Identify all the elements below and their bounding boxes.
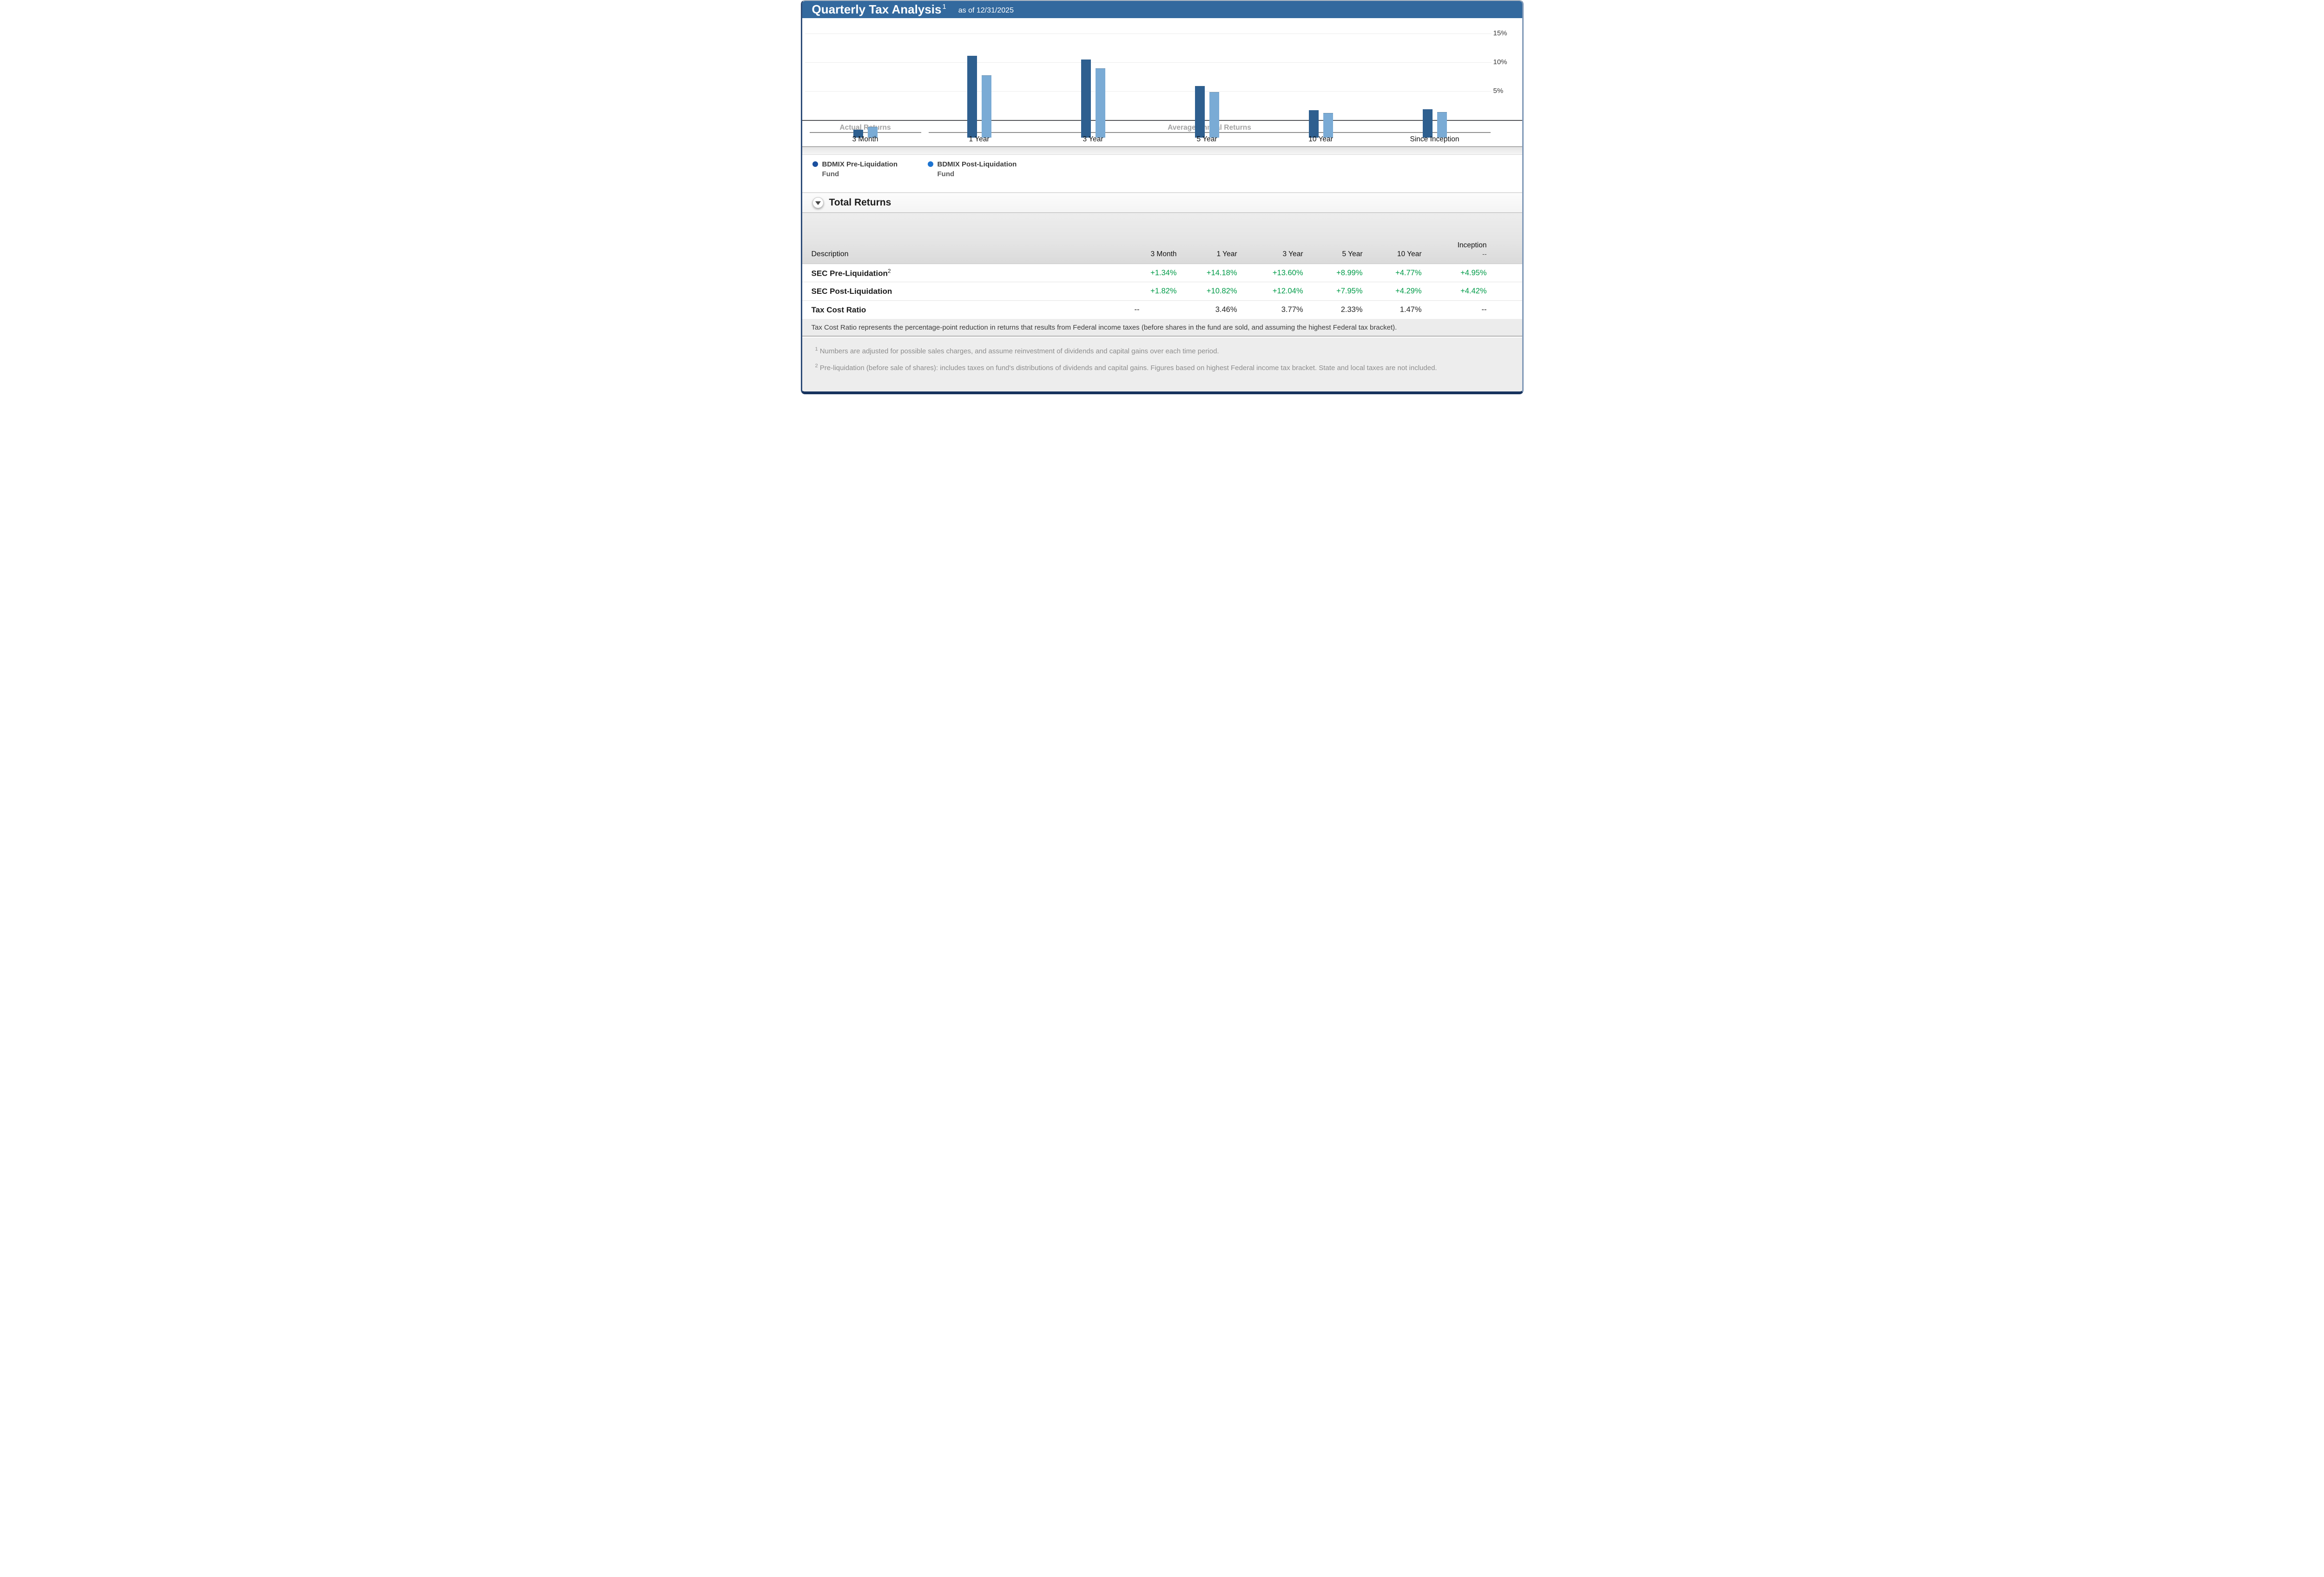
bar-10-year-pre-liquidation [1308,110,1319,138]
cell-value: -- [1481,305,1487,314]
legend-swatch-post-liquidation [927,161,933,167]
legend-swatch-pre-liquidation [812,161,818,167]
axis-section-label-actual-returns: Actual Returns [839,124,891,132]
tax-cost-ratio-note: Tax Cost Ratio represents the percentage… [802,319,1522,337]
chart-x-axis-line [802,120,1522,121]
row-label: SEC Post-Liquidation [811,286,892,296]
cell-value: +4.77% [1395,268,1422,277]
section-divider [802,192,1522,193]
collapse-section-button[interactable] [812,197,824,208]
bar-3-month-pre-liquidation [853,130,863,138]
cell-value: 2.33% [1340,305,1363,314]
table-row-sec-pre-liquidation: SEC Pre-Liquidation2 +1.34% +14.18% +13.60%… [802,264,1522,282]
cell-value: +8.99% [1336,268,1363,277]
column-header-3-month: 3 Month [1150,250,1177,258]
column-header-inception: Inception -- [1457,241,1487,258]
cell-value: 3.77% [1281,305,1303,314]
section-divider [802,212,1522,213]
axis-section-underline [809,132,921,133]
legend-label: BDMIX Post-Liquidation Fund [937,160,1017,178]
legend-item-post-liquidation: BDMIX Post-Liquidation Fund [927,159,1017,179]
triangle-down-icon [815,201,821,205]
returns-bar-chart: Actual Returns Average Annual Returns 5%… [802,18,1522,155]
legend-item-pre-liquidation: BDMIX Pre-Liquidation Fund [812,159,898,179]
chart-legend: BDMIX Pre-Liquidation Fund BDMIX Post-Liq… [802,159,1522,190]
bar-since-inception-post-liquidation [1437,112,1447,138]
cell-value: +7.95% [1336,287,1363,295]
cell-value: +4.29% [1395,287,1422,295]
page-title: Quarterly Tax Analysis 1 [812,2,946,16]
cell-value: +10.82% [1206,287,1237,295]
column-header-5-year: 5 Year [1342,250,1363,258]
bar-5-year-post-liquidation [1209,92,1219,138]
footnote-1: 1 Numbers are adjusted for possible sale… [815,346,1219,355]
column-header-description: Description [811,250,849,258]
gridline-15% [805,33,1492,34]
bar-1-year-pre-liquidation [967,56,977,138]
y-axis-tick-label: 15% [1493,29,1507,38]
as-of-date: as of 12/31/2025 [958,6,1014,14]
total-returns-section-header: Total Returns [802,193,1522,212]
table-row-sec-post-liquidation: SEC Post-Liquidation +1.82% +10.82% +12.04%… [802,282,1522,300]
footnote-2: 2 Pre-liquidation (before sale of shares… [815,363,1437,372]
gridline-5% [805,91,1492,92]
chart-bottom-band [802,147,1522,155]
table-header-band: Actual Returns Average Annual Returns [802,213,1522,264]
cell-value: +1.82% [1150,287,1177,295]
table-row-tax-cost-ratio: Tax Cost Ratio -- 3.46% 3.77% 2.33% 1.47% -- [802,300,1522,319]
title-footnote-marker: 1 [942,3,946,11]
section-title: Total Returns [829,197,891,208]
cell-value: 1.47% [1400,305,1422,314]
x-axis-label: Since Inception [1410,135,1459,143]
cell-value: 3.46% [1215,305,1237,314]
column-header-3-year: 3 Year [1282,250,1303,258]
column-header-10-year: 10 Year [1397,250,1422,258]
column-header-1-year: 1 Year [1216,250,1237,258]
legend-label: BDMIX Pre-Liquidation Fund [822,160,898,178]
cell-value: +1.34% [1150,268,1177,277]
cell-value: +4.42% [1460,287,1487,295]
x-axis-label: 3 Month [852,135,878,143]
quarterly-tax-analysis-panel: Quarterly Tax Analysis 1 as of 12/31/2025… [800,0,1524,394]
row-label: Tax Cost Ratio [811,305,866,314]
x-axis-label: 10 Year [1308,135,1333,143]
total-returns-table: SEC Pre-Liquidation2 +1.34% +14.18% +13.60%… [802,264,1522,319]
row-label: SEC Pre-Liquidation2 [811,267,891,278]
y-axis-tick-label: 10% [1493,58,1507,66]
cell-value: +13.60% [1272,268,1303,277]
x-axis-label: 3 Year [1083,135,1103,143]
x-axis-label: 1 Year [969,135,990,143]
bar-1-year-post-liquidation [981,75,991,138]
panel-titlebar: Quarterly Tax Analysis 1 as of 12/31/2025 [802,1,1522,18]
chart-bottom-divider [802,146,1522,147]
cell-value: +14.18% [1206,268,1237,277]
x-axis-label: 5 Year [1196,135,1217,143]
bar-5-year-pre-liquidation [1195,86,1205,138]
cell-value: -- [1134,305,1140,314]
bar-3-year-post-liquidation [1095,68,1105,138]
bar-since-inception-pre-liquidation [1422,109,1433,138]
bar-3-month-post-liquidation [867,127,878,138]
y-axis-tick-label: 5% [1493,87,1504,95]
cell-value: +12.04% [1272,287,1303,295]
footnotes-area: 1 Numbers are adjusted for possible sale… [802,338,1522,391]
bar-10-year-post-liquidation [1323,113,1333,138]
bar-3-year-pre-liquidation [1081,59,1091,138]
gridline-10% [805,62,1492,63]
table-column-header-row: Description 3 Month 1 Year 3 Year 5 Year 10 Y… [802,213,1487,264]
cell-value: +4.95% [1460,268,1487,277]
